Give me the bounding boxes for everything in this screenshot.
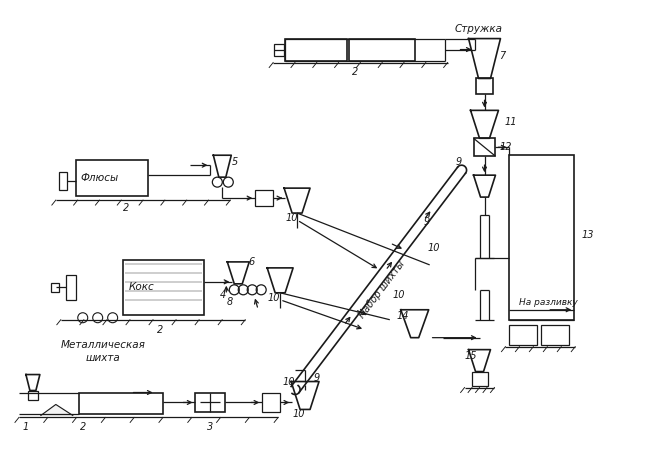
Text: 10: 10 bbox=[292, 409, 305, 420]
Text: 11: 11 bbox=[504, 117, 517, 128]
Text: Стружка: Стружка bbox=[454, 24, 502, 34]
Text: 5: 5 bbox=[232, 157, 239, 167]
Text: 9: 9 bbox=[314, 372, 320, 383]
Text: 7: 7 bbox=[499, 51, 506, 60]
Bar bbox=[510, 155, 574, 320]
Text: 10: 10 bbox=[427, 243, 439, 253]
Text: Набор шихты: Набор шихты bbox=[357, 259, 407, 320]
Bar bbox=[28, 390, 38, 400]
Text: Флюсы: Флюсы bbox=[81, 173, 119, 183]
Bar bbox=[79, 393, 164, 414]
Text: 10: 10 bbox=[267, 293, 280, 303]
Text: 2: 2 bbox=[79, 422, 86, 432]
Bar bbox=[285, 38, 347, 60]
Text: 14: 14 bbox=[396, 311, 410, 321]
Text: 10: 10 bbox=[392, 290, 405, 300]
Text: 3: 3 bbox=[207, 422, 213, 432]
Text: шихта: шихта bbox=[85, 353, 120, 362]
Text: 4: 4 bbox=[220, 290, 226, 300]
Bar bbox=[349, 38, 415, 60]
Text: Металлическая: Металлическая bbox=[60, 340, 145, 350]
Text: На разливку: На разливку bbox=[519, 298, 578, 307]
Text: 8: 8 bbox=[226, 297, 233, 307]
Text: 1: 1 bbox=[23, 422, 29, 432]
Bar bbox=[255, 190, 273, 206]
Bar bbox=[76, 160, 148, 196]
Text: 2: 2 bbox=[157, 324, 164, 335]
Text: Кокс: Кокс bbox=[129, 282, 154, 292]
Bar bbox=[51, 283, 58, 292]
Bar bbox=[274, 43, 284, 56]
Text: 9: 9 bbox=[456, 157, 462, 167]
Bar bbox=[476, 79, 493, 95]
Text: 12: 12 bbox=[499, 142, 512, 152]
Bar bbox=[474, 138, 495, 156]
Polygon shape bbox=[41, 404, 73, 415]
Bar bbox=[471, 372, 488, 386]
Text: 10: 10 bbox=[285, 213, 298, 223]
Bar bbox=[510, 325, 538, 345]
Text: 2: 2 bbox=[122, 203, 129, 213]
Text: 2: 2 bbox=[352, 68, 358, 78]
Text: 6: 6 bbox=[248, 257, 255, 267]
Bar bbox=[262, 393, 280, 412]
Bar bbox=[123, 260, 204, 315]
Bar bbox=[196, 393, 226, 412]
Text: 10: 10 bbox=[283, 377, 295, 387]
Bar bbox=[66, 275, 76, 300]
Text: 9: 9 bbox=[423, 217, 430, 227]
Bar bbox=[541, 325, 569, 345]
Text: 15: 15 bbox=[465, 351, 477, 361]
Bar bbox=[58, 172, 67, 190]
Text: 13: 13 bbox=[581, 230, 593, 240]
